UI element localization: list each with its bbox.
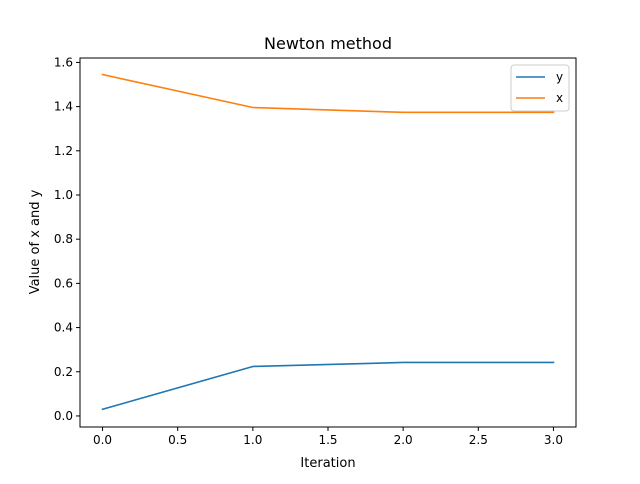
y-tick-label: 0.2 bbox=[54, 365, 73, 379]
y-tick-label: 1.6 bbox=[54, 55, 73, 69]
chart-title: Newton method bbox=[264, 34, 392, 53]
y-axis-label: Value of x and y bbox=[28, 189, 43, 294]
y-tick-label: 0.4 bbox=[54, 321, 73, 335]
x-tick-label: 0.0 bbox=[93, 433, 112, 447]
legend-label-y: y bbox=[556, 70, 563, 84]
series-lines bbox=[101, 73, 555, 411]
legend-label-x: x bbox=[556, 91, 563, 105]
series-line-y bbox=[101, 361, 555, 411]
y-axis-ticks: 0.0 0.2 0.4 0.6 0.8 1.0 1.2 1.4 1.6 bbox=[54, 55, 80, 423]
y-tick-label: 0.8 bbox=[54, 232, 73, 246]
legend-entries: yx bbox=[516, 70, 563, 105]
legend: yx bbox=[510, 64, 570, 112]
x-tick-label: 3.0 bbox=[544, 433, 563, 447]
y-tick-label: 1.2 bbox=[54, 144, 73, 158]
x-axis-ticks: 0.0 0.5 1.0 1.5 2.0 2.5 3.0 bbox=[93, 427, 563, 447]
y-tick-label: 0.6 bbox=[54, 276, 73, 290]
series-line-x bbox=[101, 73, 555, 114]
x-tick-label: 0.5 bbox=[168, 433, 187, 447]
x-tick-label: 1.0 bbox=[243, 433, 262, 447]
x-tick-label: 1.5 bbox=[318, 433, 337, 447]
x-tick-label: 2.5 bbox=[469, 433, 488, 447]
y-tick-label: 1.4 bbox=[54, 100, 73, 114]
x-axis-label: Iteration bbox=[300, 456, 355, 471]
y-tick-label: 0.0 bbox=[54, 409, 73, 423]
y-tick-label: 1.0 bbox=[54, 188, 73, 202]
x-tick-label: 2.0 bbox=[394, 433, 413, 447]
